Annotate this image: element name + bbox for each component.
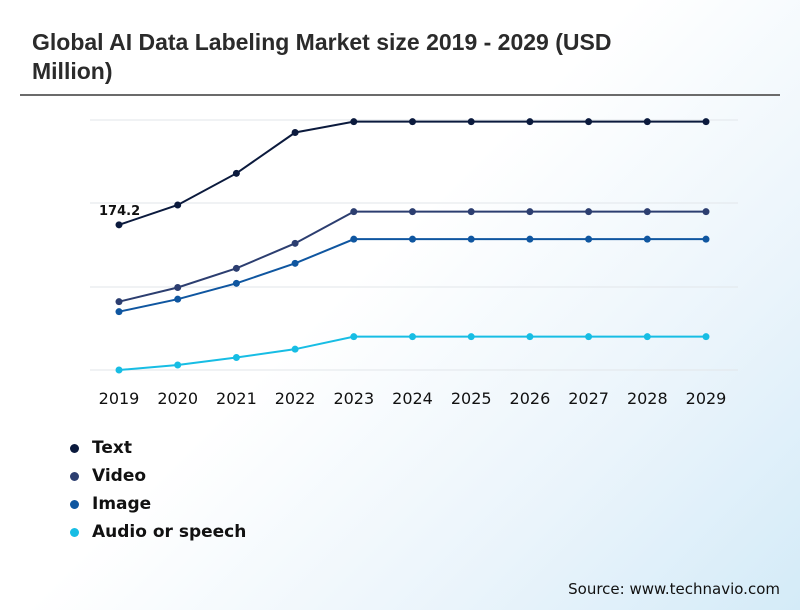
data-point: [585, 235, 593, 243]
data-point: [467, 208, 475, 216]
data-point: [174, 295, 182, 303]
data-point: [643, 333, 651, 341]
title-divider: [20, 94, 780, 96]
series-line: [118, 210, 706, 303]
x-tick-label: 2023: [333, 389, 374, 408]
data-point: [526, 235, 534, 243]
data-point: [702, 118, 710, 126]
legend-marker: [70, 499, 79, 509]
data-point: [467, 235, 475, 243]
data-point: [232, 264, 240, 272]
data-point: [702, 208, 710, 216]
data-point: [467, 118, 475, 126]
data-point: [526, 208, 534, 216]
data-point: [526, 118, 534, 126]
x-tick-label: 2022: [275, 389, 316, 408]
data-point: [174, 361, 182, 369]
legend-marker: [70, 443, 79, 453]
data-point: [232, 169, 240, 177]
data-point: [409, 208, 416, 216]
x-tick-label: 2019: [99, 389, 140, 408]
legend-label: Image: [92, 494, 152, 514]
data-point: [115, 298, 123, 306]
data-point: [350, 118, 358, 126]
x-tick-label: 2027: [568, 389, 609, 408]
legend-item: Video: [70, 462, 246, 490]
data-point: [409, 118, 416, 126]
data-point: [291, 259, 299, 267]
x-tick-label: 2021: [216, 389, 257, 408]
data-point: [409, 333, 416, 341]
legend-item: Audio or speech: [70, 518, 246, 546]
data-point: [702, 235, 710, 243]
legend-item: Text: [70, 434, 246, 462]
legend-label: Audio or speech: [92, 522, 247, 542]
data-point: [350, 333, 358, 341]
x-tick-label: 2020: [157, 389, 198, 408]
x-tick-label: 2028: [627, 389, 668, 408]
data-point: [232, 279, 240, 287]
data-point: [350, 208, 358, 216]
chart-title: Global AI Data Labeling Market size 2019…: [32, 29, 612, 84]
x-tick-label: 2024: [392, 389, 433, 408]
data-point: [643, 208, 651, 216]
data-point: [350, 235, 358, 243]
x-tick-label: 2029: [686, 389, 727, 408]
line-chart: 2019 2020 2021 2022 2023 2024 2025 2026 2027 2028…: [90, 118, 738, 408]
data-point: [291, 239, 299, 247]
legend-label: Text: [92, 438, 132, 458]
legend-item: Image: [70, 490, 246, 518]
data-point: [174, 201, 182, 209]
source-note: Source: www.technavio.com: [568, 580, 780, 598]
data-point: [115, 308, 123, 316]
data-point: [585, 333, 593, 341]
series-line: [118, 238, 706, 313]
legend: Text Video Image Audio or speech: [70, 434, 246, 546]
data-label: 174.2: [99, 204, 140, 219]
data-point: [643, 235, 651, 243]
data-point: [585, 208, 593, 216]
data-point: [291, 129, 299, 136]
data-point: [467, 333, 475, 341]
legend-label: Video: [92, 466, 147, 486]
data-point: [174, 284, 182, 291]
series-line: [118, 335, 706, 371]
data-point: [526, 333, 534, 341]
data-point: [115, 366, 123, 374]
legend-marker: [70, 471, 79, 481]
data-point: [115, 221, 123, 229]
data-point: [643, 118, 651, 126]
data-point: [232, 354, 240, 361]
data-point: [409, 235, 416, 243]
data-point: [585, 118, 593, 126]
x-tick-label: 2026: [510, 389, 551, 408]
data-point: [702, 333, 710, 341]
data-point: [291, 345, 299, 353]
x-tick-label: 2025: [451, 389, 492, 408]
legend-marker: [70, 527, 79, 537]
